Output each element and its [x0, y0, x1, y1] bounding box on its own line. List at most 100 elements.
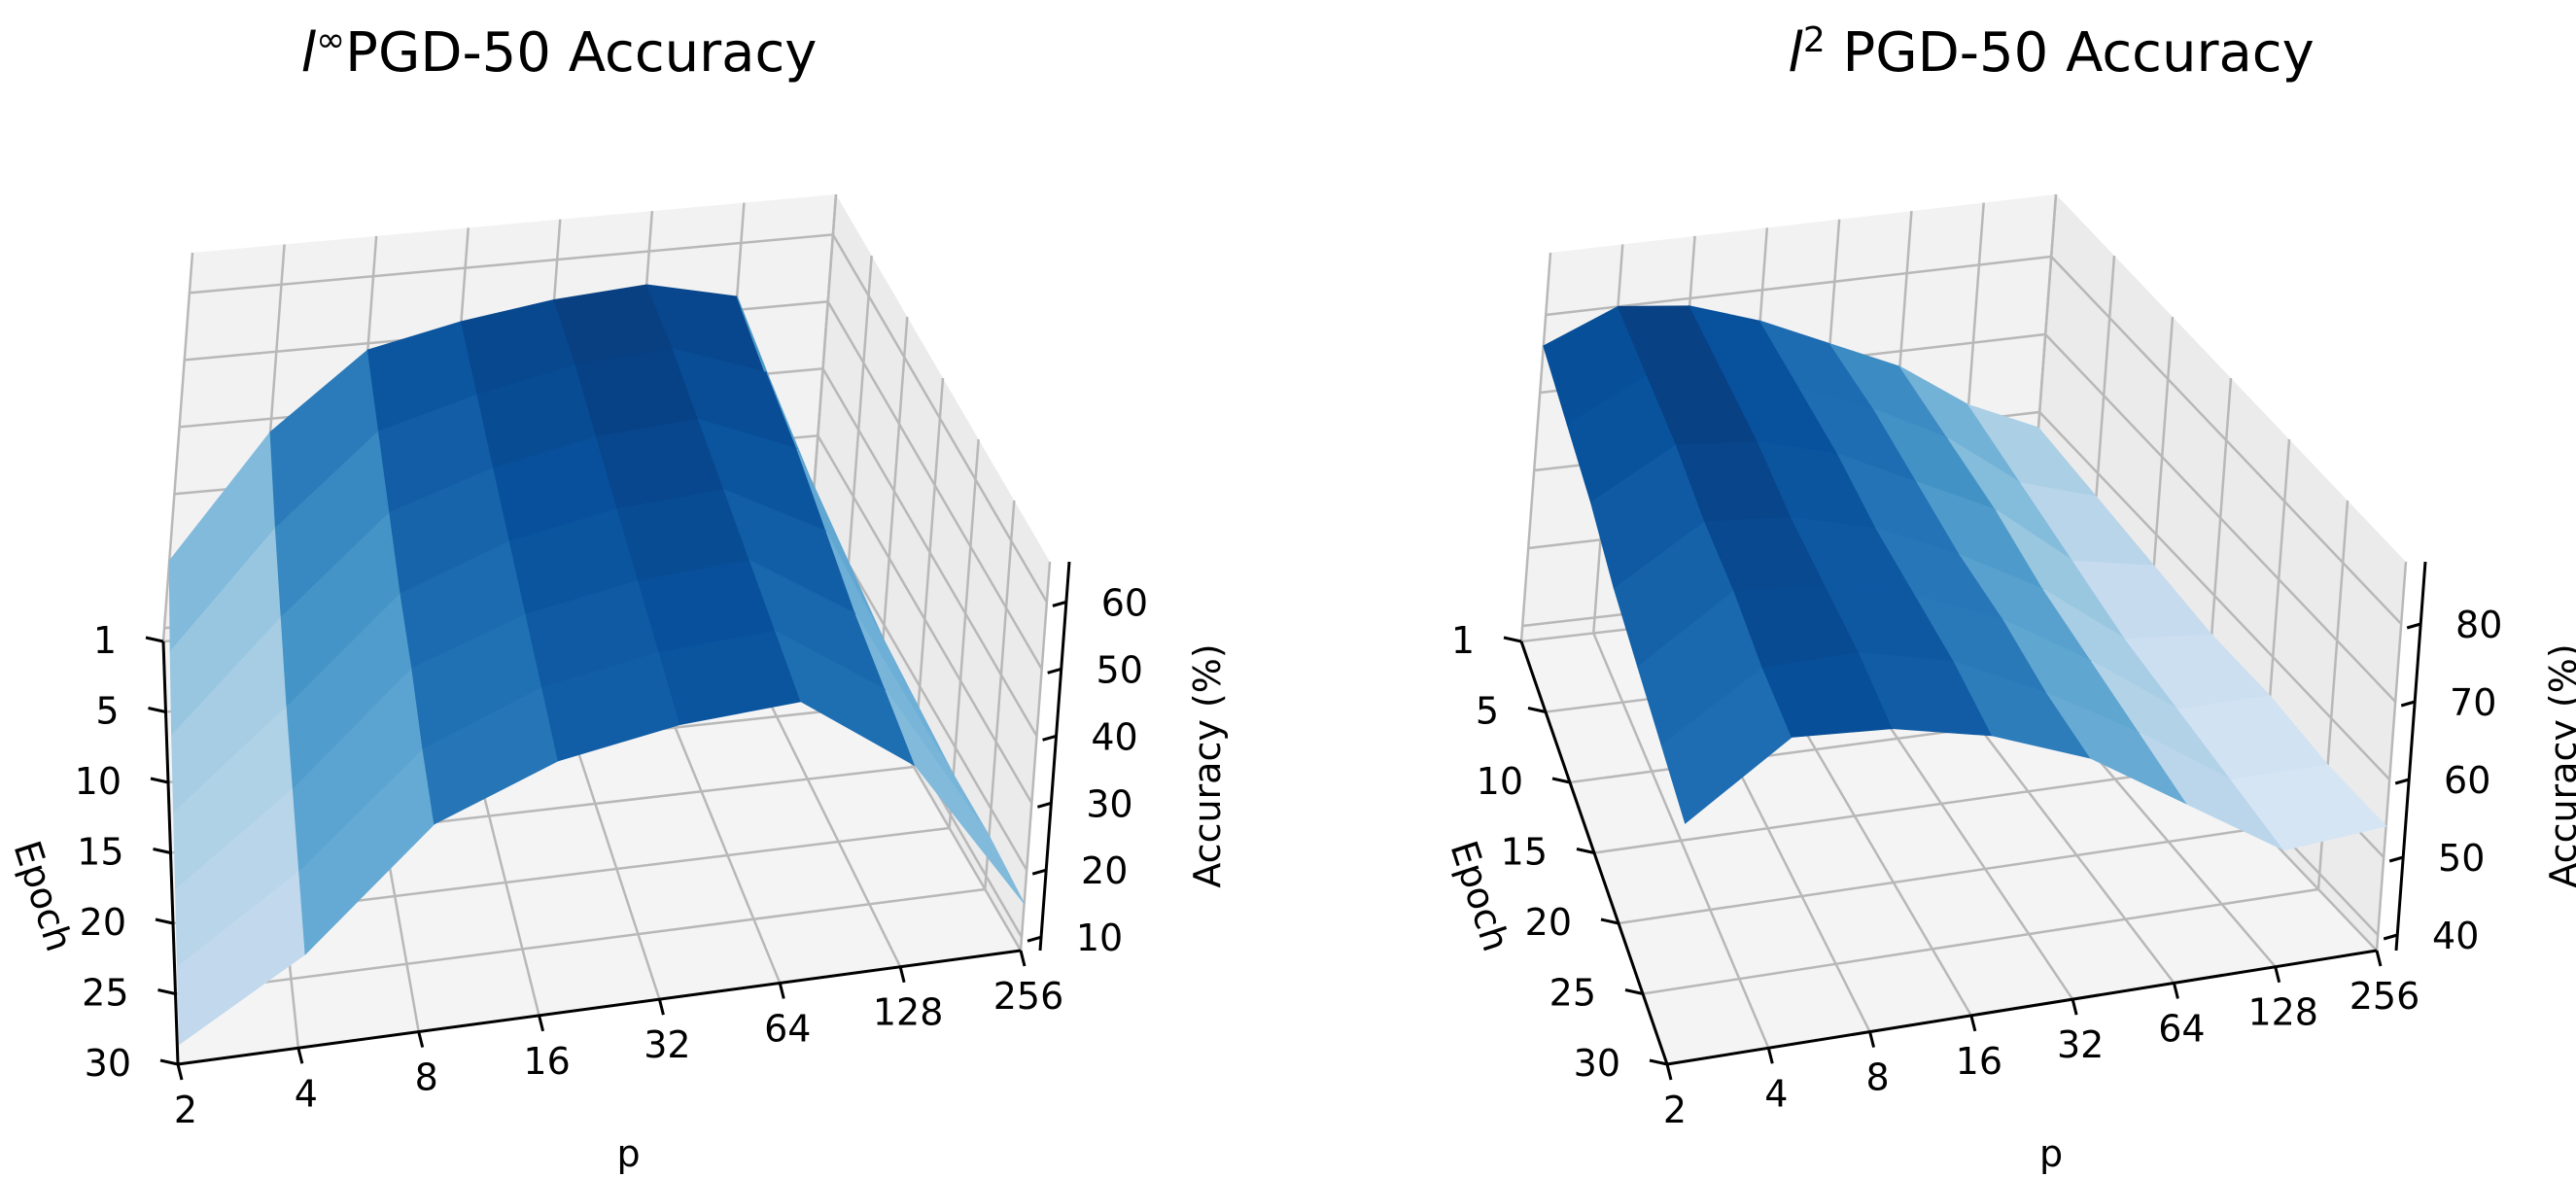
x-tick: [538, 1015, 545, 1032]
x-tick: [176, 1063, 184, 1081]
y-tick: [1576, 848, 1595, 854]
x-tick: [2172, 983, 2179, 999]
z-tick: [1052, 600, 1067, 607]
x-tick-label: 4: [1764, 1072, 1788, 1115]
y-tick-label: 10: [1477, 760, 1523, 803]
y-tick: [153, 848, 171, 854]
x-tick: [1969, 1015, 1977, 1032]
x-tick-label: 4: [295, 1072, 318, 1115]
z-tick: [1047, 667, 1062, 675]
y-tick: [1649, 1058, 1668, 1066]
title-superscript: 2: [1803, 20, 1826, 60]
y-tick: [155, 917, 174, 925]
grid-line: [2375, 561, 2408, 952]
x-tick: [2071, 998, 2078, 1016]
y-tick: [1503, 636, 1522, 643]
z-tick-label: 60: [1101, 581, 1148, 624]
x-tick: [2274, 966, 2281, 984]
x-axis-line: [177, 949, 1022, 1066]
y-tick-label: 15: [77, 831, 123, 874]
z-tick-label: 40: [1091, 715, 1137, 758]
z-tick: [2388, 855, 2404, 863]
grid-line: [1519, 252, 1552, 642]
z-tick-label: 70: [2450, 681, 2496, 724]
grid-line: [1019, 561, 1052, 952]
grid-line: [189, 233, 1048, 604]
z-tick: [1031, 868, 1047, 876]
surface-plot: [1543, 305, 2387, 851]
y-tick: [1551, 777, 1571, 784]
x-tick: [2375, 950, 2383, 967]
x-tick-label: 16: [1956, 1040, 2002, 1083]
surface-patch: [2230, 764, 2387, 851]
x-tick-label: 2: [1663, 1089, 1687, 1131]
x-axis-label: p: [2039, 1132, 2063, 1175]
y-tick: [157, 988, 176, 995]
x-tick-label: 128: [2247, 991, 2318, 1034]
z-tick-label: 10: [1076, 917, 1123, 959]
chart-title: l2 PGD-50 Accuracy: [1788, 20, 2314, 86]
panel-linf-pgd50: 2 4 8 16 32 64 128 256151015202530102030405060 …: [5, 20, 1229, 1176]
x-axis-label: p: [616, 1132, 640, 1175]
z-tick-label: 40: [2432, 915, 2479, 957]
z-tick: [2383, 933, 2398, 941]
x-tick-label: 64: [764, 1007, 811, 1050]
y-tick-label: 10: [75, 760, 122, 803]
x-tick-label: 8: [415, 1056, 438, 1099]
y-tick: [1624, 988, 1644, 995]
x-tick-label: 256: [2350, 975, 2420, 1018]
y-tick-label: 25: [82, 972, 128, 1015]
grid-line: [161, 252, 194, 642]
y-tick: [150, 777, 169, 784]
axes-lines: 2 4 8 16 32 64 128 256 15 10 15 20 25 30 40 50 60 70 80: [1451, 561, 2502, 1131]
x-tick-label: 256: [993, 975, 1064, 1018]
x-tick-label: 32: [2057, 1023, 2104, 1066]
y-axis-label: Epoch: [5, 836, 81, 956]
x-tick: [657, 998, 665, 1016]
x-tick-label: 8: [1865, 1056, 1889, 1099]
x-tick-label: 128: [873, 991, 944, 1034]
z-tick: [1042, 734, 1057, 742]
grid-line: [1546, 255, 2403, 625]
grid-line: [912, 377, 945, 768]
title-main: l: [301, 21, 317, 85]
title-rest: PGD-50 Accuracy: [1826, 21, 2315, 85]
y-tick-label: 25: [1549, 972, 1596, 1015]
grid-line: [984, 500, 1016, 890]
x-tick: [296, 1047, 304, 1064]
y-tick-label: 1: [93, 619, 117, 662]
surface-plot: [168, 284, 1026, 1046]
z-tick-label: 20: [1081, 849, 1128, 892]
grid-line: [948, 438, 980, 829]
z-axis-label: Accuracy (%): [1186, 643, 1229, 887]
grid-line: [175, 887, 986, 995]
z-tick-label: 30: [1086, 782, 1132, 825]
z-tick: [1027, 935, 1042, 943]
z-axis-line: [2394, 561, 2427, 952]
z-tick: [2406, 622, 2421, 630]
title-superscript: ∞: [316, 20, 345, 60]
y-tick-label: 30: [1574, 1042, 1620, 1085]
x-axis-line: [1666, 949, 2378, 1066]
x-tick-label: 64: [2158, 1007, 2205, 1050]
y-tick-label: 5: [95, 690, 119, 733]
y-tick-label: 5: [1476, 690, 1499, 733]
title-rest: PGD-50 Accuracy: [345, 21, 817, 85]
surface-patch: [885, 689, 1026, 905]
z-axis-line: [1038, 561, 1071, 952]
y-tick-label: 1: [1451, 619, 1475, 662]
grid-line: [1593, 765, 2203, 854]
z-axis-label: Accuracy (%): [2542, 643, 2576, 887]
x-tick: [417, 1031, 425, 1048]
grid-line: [1642, 887, 2319, 995]
z-tick-label: 60: [2444, 759, 2490, 802]
y-tick-label: 20: [1525, 901, 1572, 944]
x-tick-label: 32: [644, 1023, 690, 1066]
z-tick-label: 80: [2455, 604, 2502, 646]
y-tick-label: 20: [80, 901, 126, 944]
title-main: l: [1788, 21, 1803, 85]
x-tick: [1665, 1063, 1673, 1081]
z-tick-label: 50: [1097, 648, 1143, 691]
